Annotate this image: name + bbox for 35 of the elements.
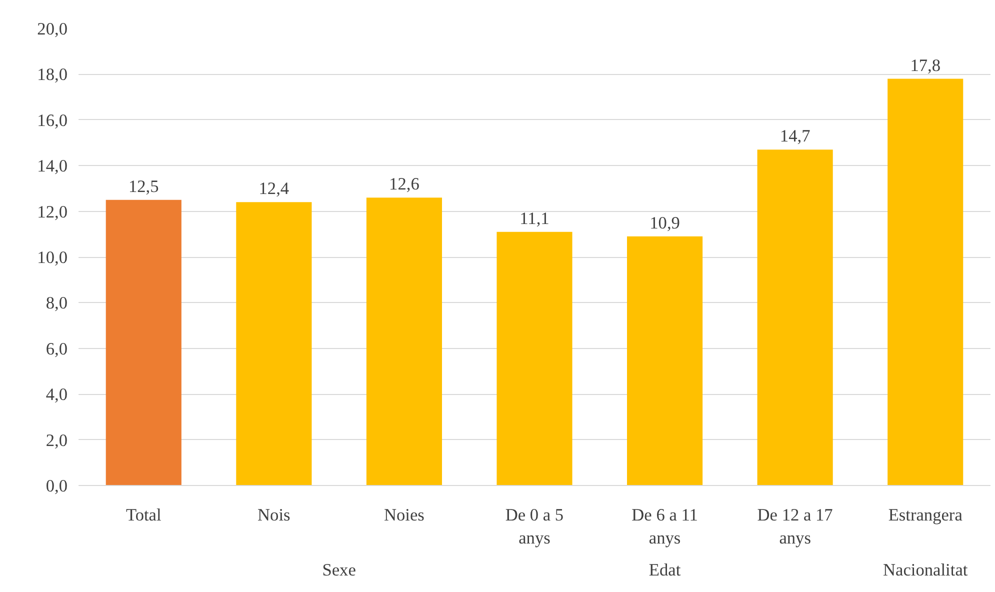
y-tick-label: 6,0	[46, 339, 68, 358]
bar	[496, 232, 572, 486]
y-tick-label: 14,0	[37, 156, 68, 176]
data-label: 10,9	[650, 213, 680, 232]
text: Sexe	[322, 560, 356, 580]
y-tick-label: 2,0	[46, 430, 68, 450]
y-tick-label: 18,0	[37, 65, 68, 84]
y-tick-label: 12,0	[37, 202, 68, 222]
y-tick-label: 20,0	[37, 20, 68, 38]
data-label: 12,5	[128, 176, 159, 196]
data-label: 12,4	[258, 179, 290, 198]
data-label: 14,7	[780, 126, 811, 146]
x-tick-label: Estrangera	[888, 506, 963, 524]
bar	[757, 150, 833, 486]
y-tick-label: 0,0	[46, 476, 68, 496]
bar	[366, 198, 442, 486]
text: Edat	[648, 560, 681, 580]
data-label: 17,8	[910, 56, 941, 75]
x-tick-label: De 0 a 5 anys	[505, 506, 564, 548]
y-tick-label: 10,0	[37, 248, 68, 267]
y-tick-label: 4,0	[46, 385, 68, 404]
x-tick-label: Total	[126, 506, 162, 524]
bar	[106, 200, 182, 486]
x-tick-label: Nois	[258, 506, 291, 524]
x-tick-label: De 12 a 17 anys	[757, 506, 834, 548]
x-tick-label: Noies	[384, 506, 425, 524]
bar	[627, 236, 703, 486]
bar	[236, 202, 312, 486]
bar	[888, 78, 964, 486]
text: Nacionalitat	[883, 560, 968, 580]
y-tick-label: 8,0	[46, 294, 68, 313]
data-label: 11,1	[520, 208, 550, 228]
data-label: 12,6	[389, 174, 420, 194]
y-tick-label: 16,0	[37, 110, 68, 130]
x-tick-label: De 6 a 11 anys	[632, 506, 698, 548]
